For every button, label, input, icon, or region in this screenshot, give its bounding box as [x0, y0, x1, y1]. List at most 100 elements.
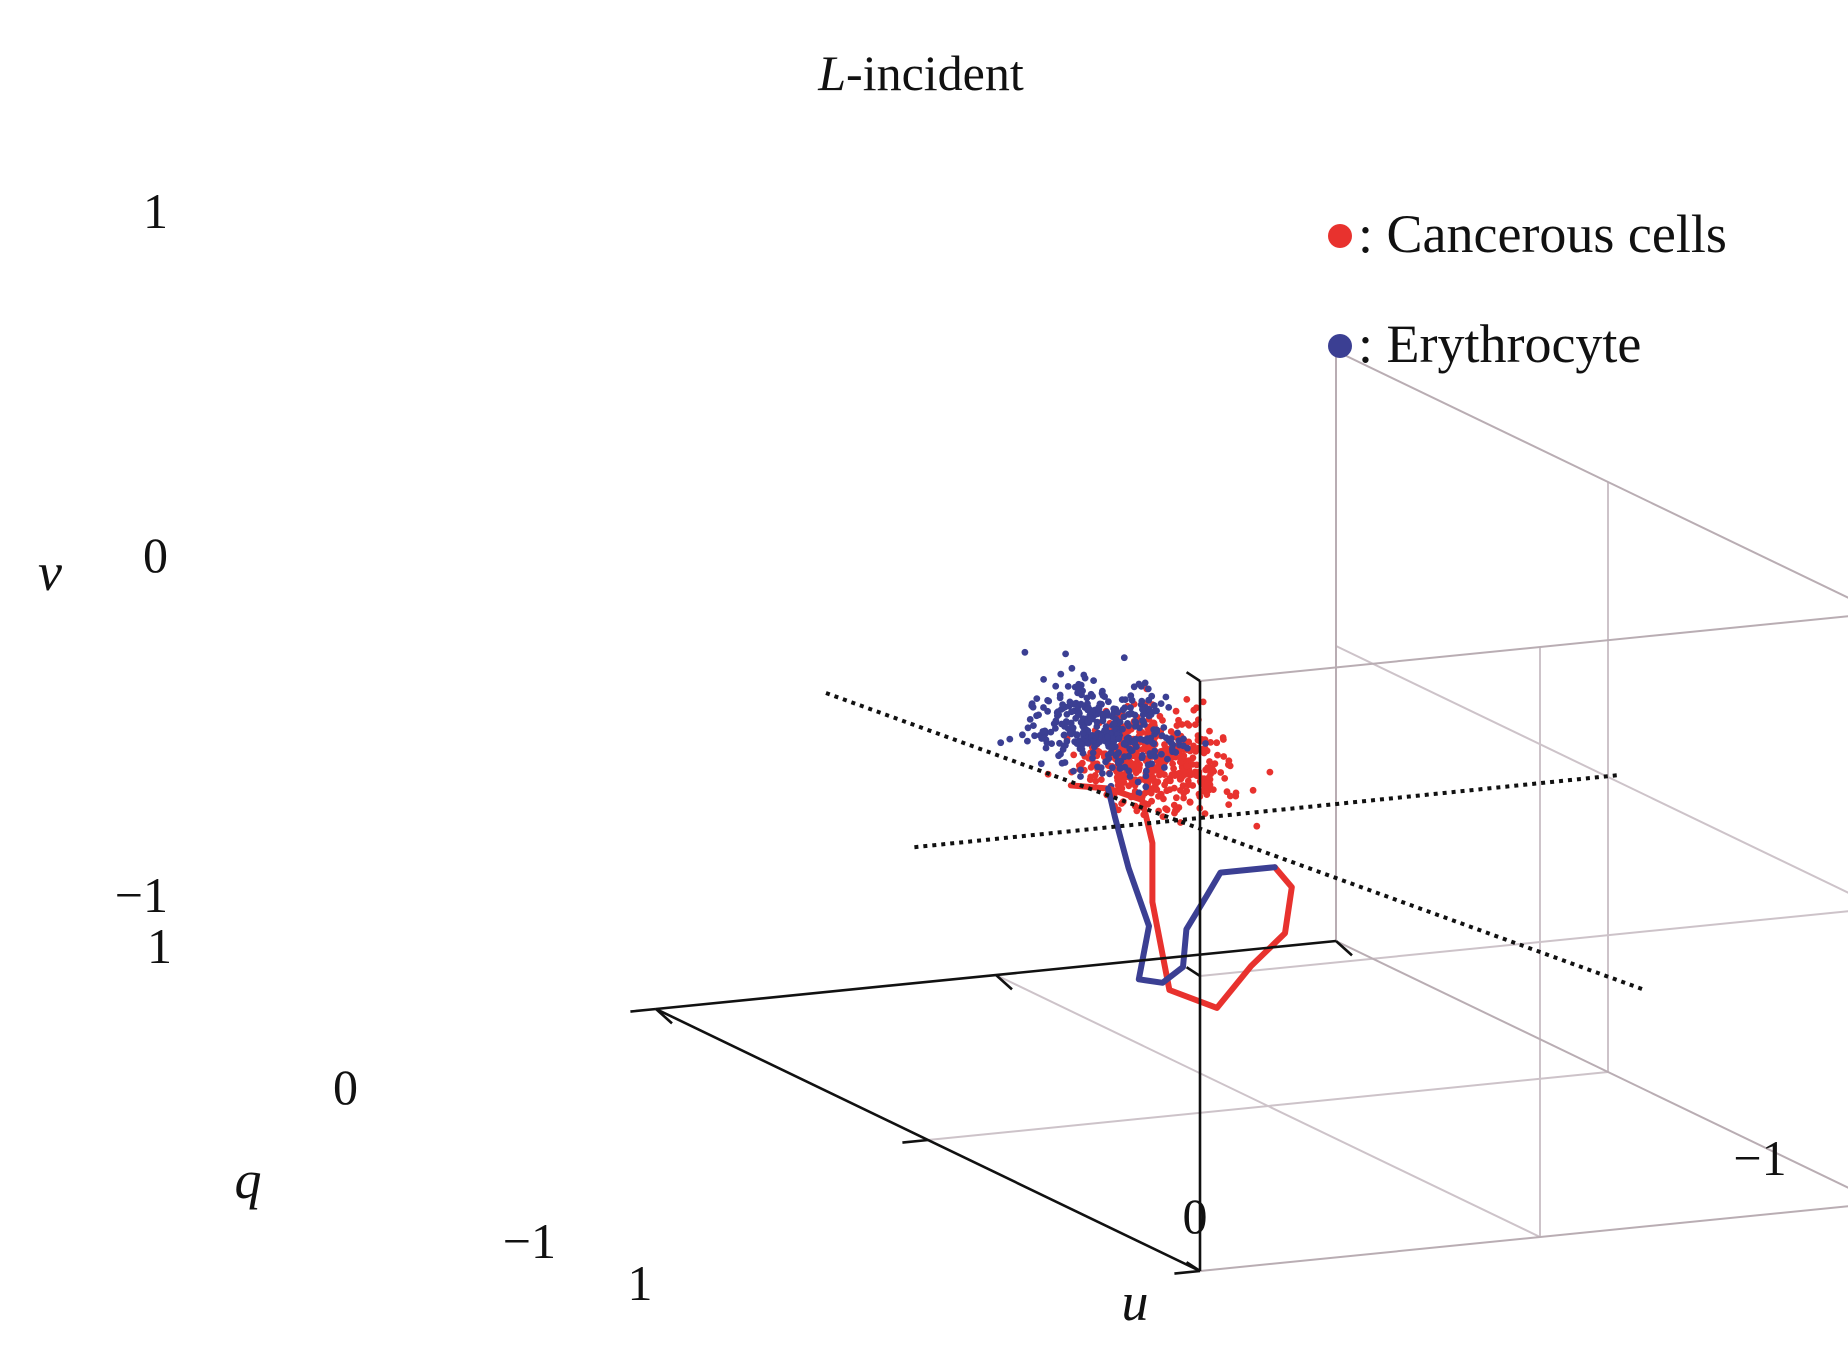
- point-0-191: [1199, 698, 1207, 706]
- point-1-312: [1108, 743, 1115, 751]
- u-tick-mark-1: [995, 974, 1013, 991]
- point-0-358: [1097, 776, 1105, 783]
- point-0-69: [1173, 794, 1180, 802]
- point-0-442: [1187, 770, 1195, 778]
- point-1-336: [1099, 717, 1107, 725]
- point-1-106: [1144, 761, 1152, 769]
- legend: : Cancerous cells : Erythrocyte: [1328, 204, 1727, 374]
- point-1-267: [1136, 724, 1143, 732]
- v-tick-neg1: −1: [115, 867, 168, 923]
- point-1-162: [1099, 770, 1106, 777]
- point-1-335: [1144, 685, 1152, 693]
- point-0-476: [1141, 790, 1149, 797]
- point-0-425: [1070, 751, 1078, 759]
- point-1-249: [1148, 692, 1156, 700]
- u-axis-label: u: [1122, 1272, 1149, 1332]
- point-1-193: [1165, 704, 1173, 711]
- point-1-67: [1164, 755, 1171, 763]
- point-1-273: [1038, 735, 1046, 742]
- point-0-208: [1213, 739, 1221, 747]
- point-0-492: [1163, 787, 1171, 795]
- point-1-331: [1102, 727, 1110, 735]
- point-0-455: [1183, 762, 1191, 770]
- point-1-254: [1021, 648, 1029, 656]
- point-1-339: [1040, 704, 1047, 711]
- point-0-447: [1135, 767, 1142, 774]
- point-1-280: [1096, 738, 1104, 746]
- point-1-274: [1180, 742, 1187, 750]
- point-0-444: [1087, 773, 1095, 781]
- point-1-351: [1151, 702, 1158, 709]
- point-1-314: [1153, 726, 1161, 734]
- back-grid-v0: [1199, 910, 1848, 977]
- point-1-294: [1142, 783, 1150, 791]
- point-1-347: [1028, 700, 1036, 707]
- point-0-512: [1175, 716, 1182, 724]
- point-0-399: [1157, 790, 1165, 798]
- point-0-201: [1078, 759, 1086, 767]
- point-0-333: [1184, 781, 1192, 789]
- point-1-297: [1068, 664, 1076, 672]
- v-tick-mark-0: [1185, 1261, 1201, 1273]
- point-1-38: [1139, 711, 1147, 718]
- point-1-270: [1151, 753, 1159, 760]
- point-1-348: [1131, 739, 1139, 747]
- point-1-216: [1202, 740, 1209, 747]
- point-1-334: [1146, 737, 1153, 745]
- side-wall-top-edge: [1335, 350, 1848, 599]
- point-1-258: [1135, 680, 1143, 688]
- point-0-460: [1225, 801, 1233, 808]
- point-1-359: [1104, 733, 1111, 741]
- data-layer: [825, 648, 1643, 1011]
- point-0-483: [1211, 760, 1219, 768]
- point-1-252: [1075, 686, 1083, 694]
- curve-3: [1105, 785, 1278, 986]
- point-0-466: [1220, 753, 1228, 760]
- point-0-375: [1232, 792, 1240, 800]
- point-1-170: [1037, 760, 1045, 768]
- point-0-404: [1129, 762, 1137, 770]
- v-tick-mark-2: [1185, 671, 1201, 683]
- point-0-325: [1149, 775, 1156, 783]
- point-1-346: [1090, 677, 1097, 684]
- point-1-201: [1120, 654, 1128, 662]
- chart-title: L-incident: [817, 45, 1024, 101]
- point-1-144: [1124, 720, 1131, 727]
- point-1-324: [1077, 700, 1085, 708]
- point-0-306: [1163, 806, 1171, 814]
- point-1-126: [1128, 696, 1136, 704]
- point-1-313: [1157, 700, 1165, 707]
- point-1-33: [1161, 764, 1168, 771]
- point-1-211: [1131, 718, 1139, 725]
- floor-grid-q0: [927, 1071, 1609, 1141]
- point-0-154: [1092, 777, 1100, 785]
- point-1-311: [1058, 720, 1065, 728]
- point-1-315: [1099, 692, 1107, 699]
- point-1-49: [1040, 676, 1047, 683]
- point-0-516: [1116, 772, 1124, 779]
- point-1-221: [1006, 735, 1014, 743]
- point-1-326: [1113, 751, 1121, 758]
- point-0-462: [1180, 789, 1188, 797]
- point-0-410: [1176, 758, 1184, 766]
- point-1-271: [1050, 720, 1058, 728]
- point-0-366: [1209, 786, 1217, 793]
- legend-marker-cancerous: [1328, 224, 1352, 248]
- u-tick-neg1: −1: [1733, 1130, 1786, 1186]
- point-1-337: [1057, 670, 1065, 678]
- point-0-472: [1193, 772, 1201, 779]
- q-axis-label: q: [235, 1150, 262, 1210]
- point-0-398: [1167, 777, 1174, 785]
- point-1-263: [1105, 755, 1113, 763]
- grid-layer: [927, 482, 1848, 1238]
- point-1-257: [1024, 724, 1032, 732]
- point-1-338: [1128, 747, 1136, 754]
- point-1-48: [1142, 767, 1150, 775]
- point-1-202: [1083, 694, 1091, 702]
- point-1-278: [1062, 650, 1069, 658]
- point-1-325: [1039, 728, 1047, 735]
- point-1-275: [1168, 745, 1176, 753]
- point-0-499: [1168, 771, 1176, 778]
- point-0-49: [1207, 739, 1214, 746]
- point-0-294: [1226, 762, 1234, 770]
